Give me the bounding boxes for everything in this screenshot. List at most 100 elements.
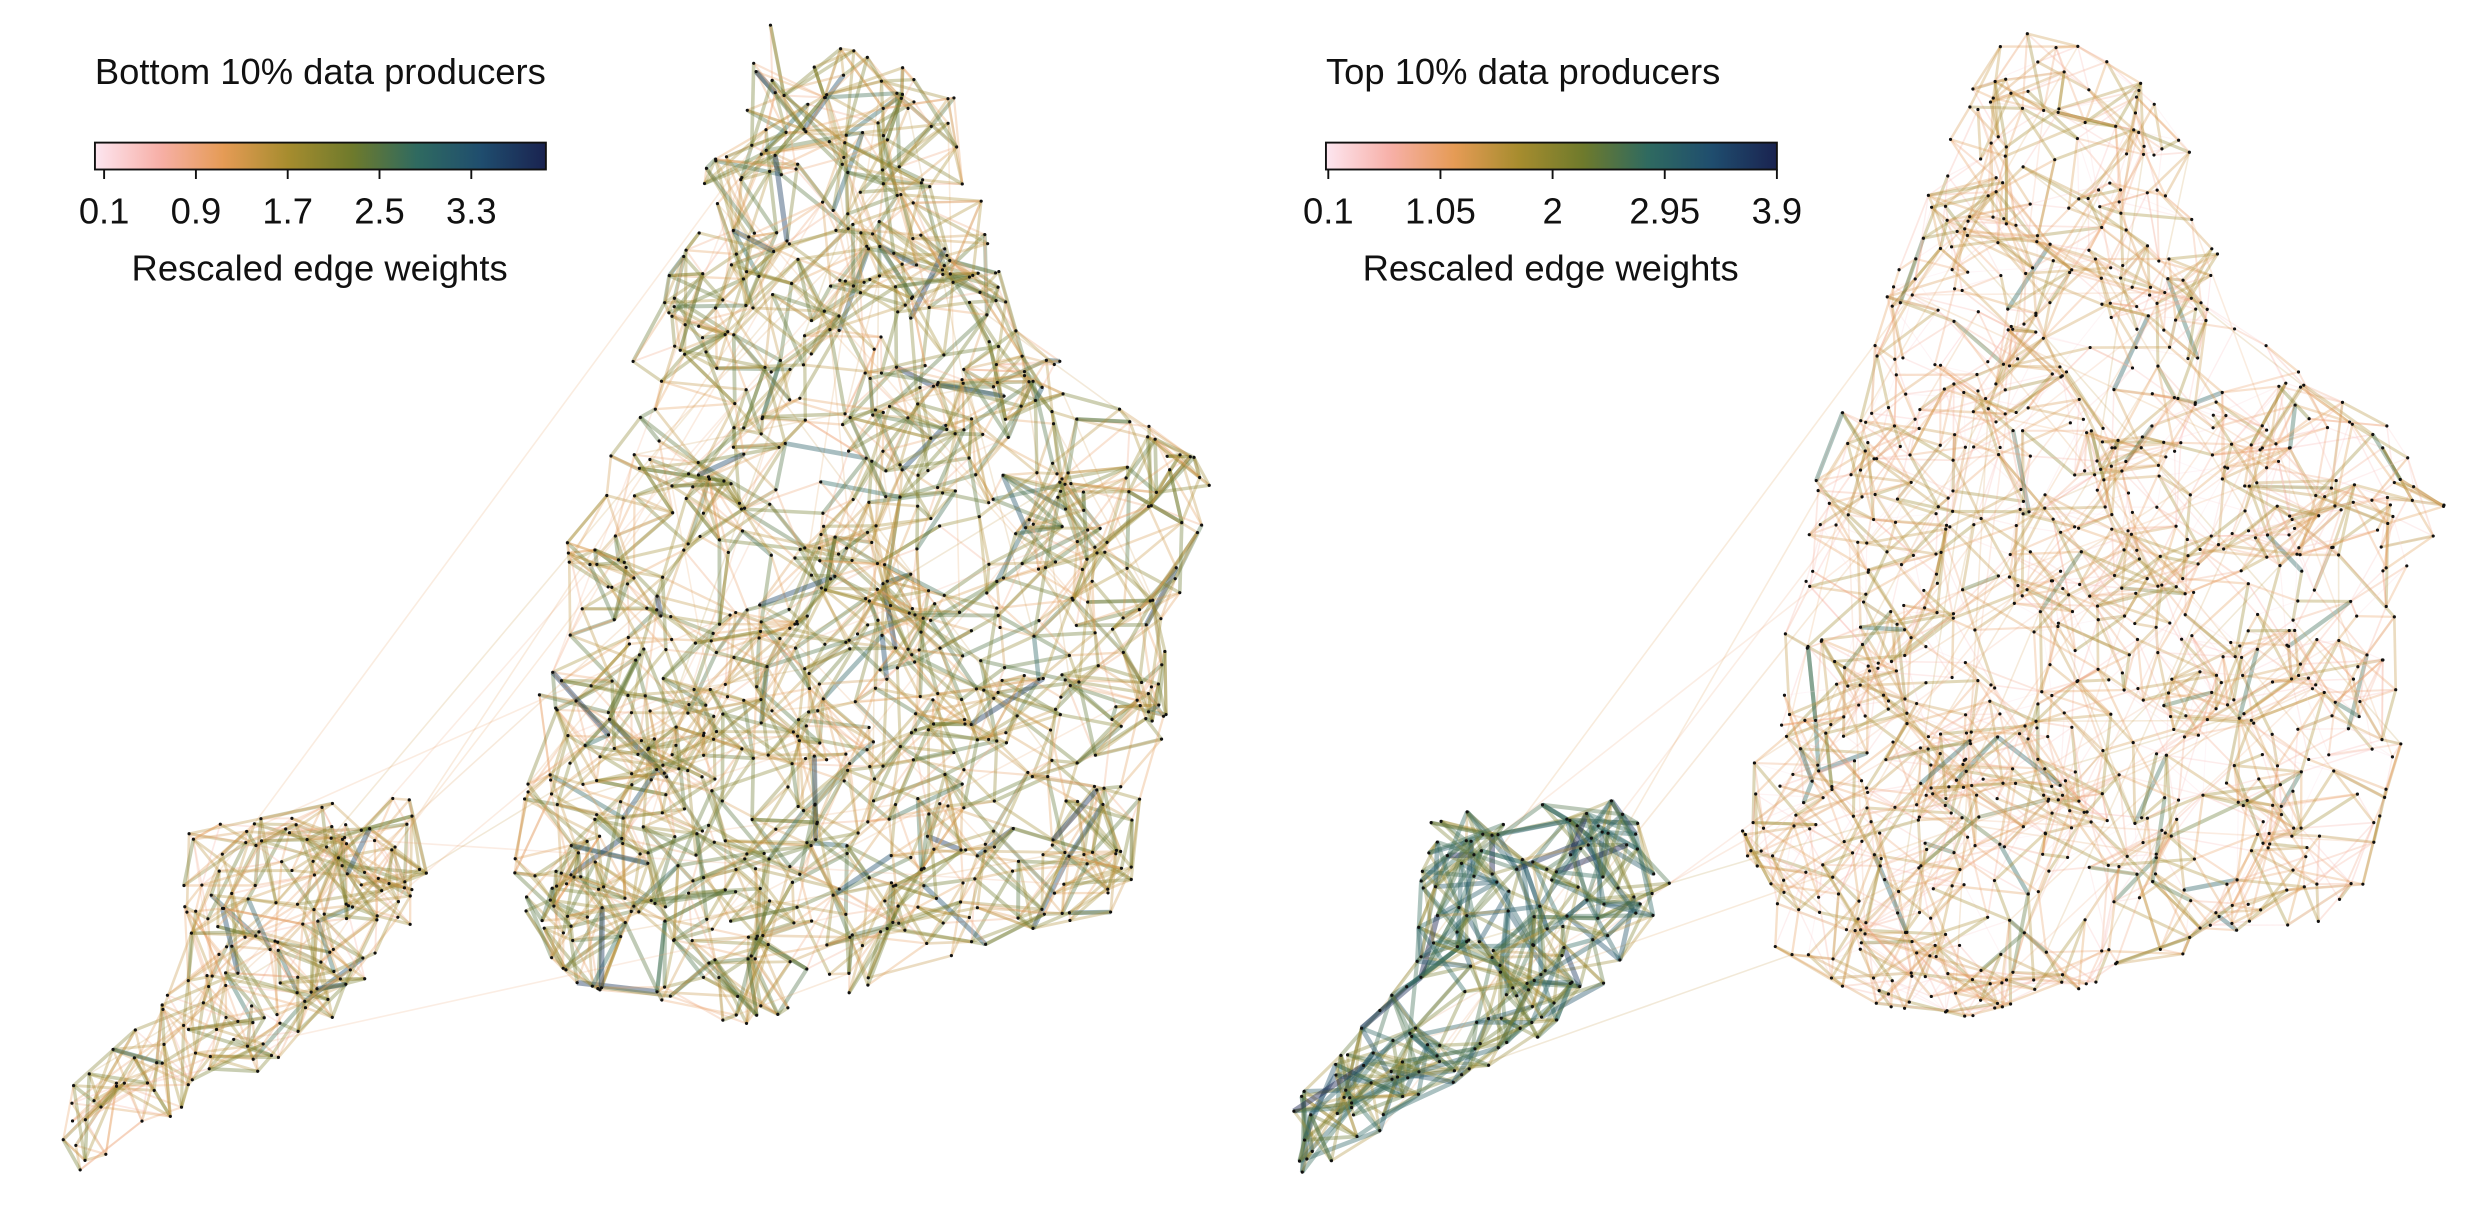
node	[790, 762, 794, 766]
node	[785, 239, 789, 243]
edge	[1076, 704, 1142, 765]
edge	[731, 170, 772, 232]
edge	[1127, 438, 1157, 493]
edge	[719, 538, 801, 552]
node	[764, 128, 768, 132]
edge	[722, 298, 754, 309]
edge	[809, 804, 817, 846]
edge	[918, 649, 922, 697]
node	[846, 768, 850, 772]
node	[208, 1054, 212, 1059]
edge	[1051, 758, 1078, 765]
node	[694, 853, 698, 857]
node	[891, 920, 895, 925]
node	[1003, 417, 1008, 421]
edge	[1053, 849, 1118, 895]
edge	[747, 154, 777, 238]
node	[1019, 404, 1023, 408]
node	[971, 273, 975, 277]
node	[853, 700, 857, 704]
node	[925, 834, 930, 838]
edge	[900, 96, 958, 149]
edge	[1067, 420, 1131, 474]
node	[83, 1158, 87, 1162]
edge	[1032, 567, 1048, 637]
edge	[754, 935, 765, 960]
edge	[931, 699, 966, 771]
node	[702, 875, 706, 880]
edge	[695, 840, 716, 857]
node	[661, 763, 665, 767]
edge	[866, 820, 923, 871]
node	[637, 653, 642, 657]
edge	[408, 816, 414, 897]
edge	[996, 360, 1060, 366]
node	[903, 303, 907, 307]
edge	[804, 742, 821, 760]
node	[1014, 329, 1018, 333]
node	[1146, 505, 1151, 509]
node	[667, 311, 671, 315]
edge	[881, 79, 949, 101]
node	[860, 130, 865, 135]
edge	[799, 739, 820, 745]
node	[1037, 677, 1041, 681]
node	[309, 990, 313, 994]
node	[793, 622, 797, 626]
edge	[741, 529, 813, 577]
edge	[749, 63, 756, 146]
node	[770, 78, 774, 82]
node	[672, 296, 676, 300]
node	[655, 608, 659, 612]
node	[881, 182, 885, 186]
edge	[742, 529, 820, 550]
edge	[803, 546, 871, 603]
node	[311, 859, 315, 863]
edge	[746, 587, 827, 612]
edge	[697, 461, 746, 510]
node	[676, 864, 680, 868]
edge	[567, 551, 635, 580]
node	[927, 305, 931, 310]
node	[941, 272, 945, 276]
node	[732, 333, 736, 337]
node	[408, 922, 412, 926]
edge	[566, 882, 599, 891]
node	[714, 730, 719, 734]
edge	[755, 937, 808, 971]
node	[275, 1012, 279, 1017]
node	[632, 494, 637, 498]
node	[809, 843, 813, 848]
edge	[868, 246, 895, 256]
node	[754, 937, 758, 941]
edge	[913, 758, 965, 771]
edge	[688, 704, 705, 734]
edge	[785, 164, 800, 242]
node	[994, 271, 998, 275]
node	[704, 350, 708, 354]
node	[881, 410, 885, 415]
edge	[1046, 776, 1054, 846]
node	[729, 919, 733, 923]
node	[758, 603, 762, 607]
edge	[943, 774, 963, 851]
node	[344, 917, 349, 921]
edge	[1126, 421, 1131, 468]
edge	[655, 402, 735, 411]
node	[825, 758, 829, 762]
node	[1068, 684, 1072, 688]
edge	[392, 797, 410, 802]
edges	[61, 24, 1211, 1171]
node	[324, 845, 329, 849]
node	[246, 897, 250, 901]
edge	[1087, 598, 1151, 604]
node	[596, 987, 600, 991]
edge	[758, 547, 821, 606]
node	[828, 577, 833, 581]
node	[662, 771, 666, 775]
edge	[740, 507, 806, 550]
node	[766, 753, 770, 757]
node	[186, 1083, 190, 1087]
edge	[1004, 301, 1031, 383]
node	[938, 802, 942, 806]
